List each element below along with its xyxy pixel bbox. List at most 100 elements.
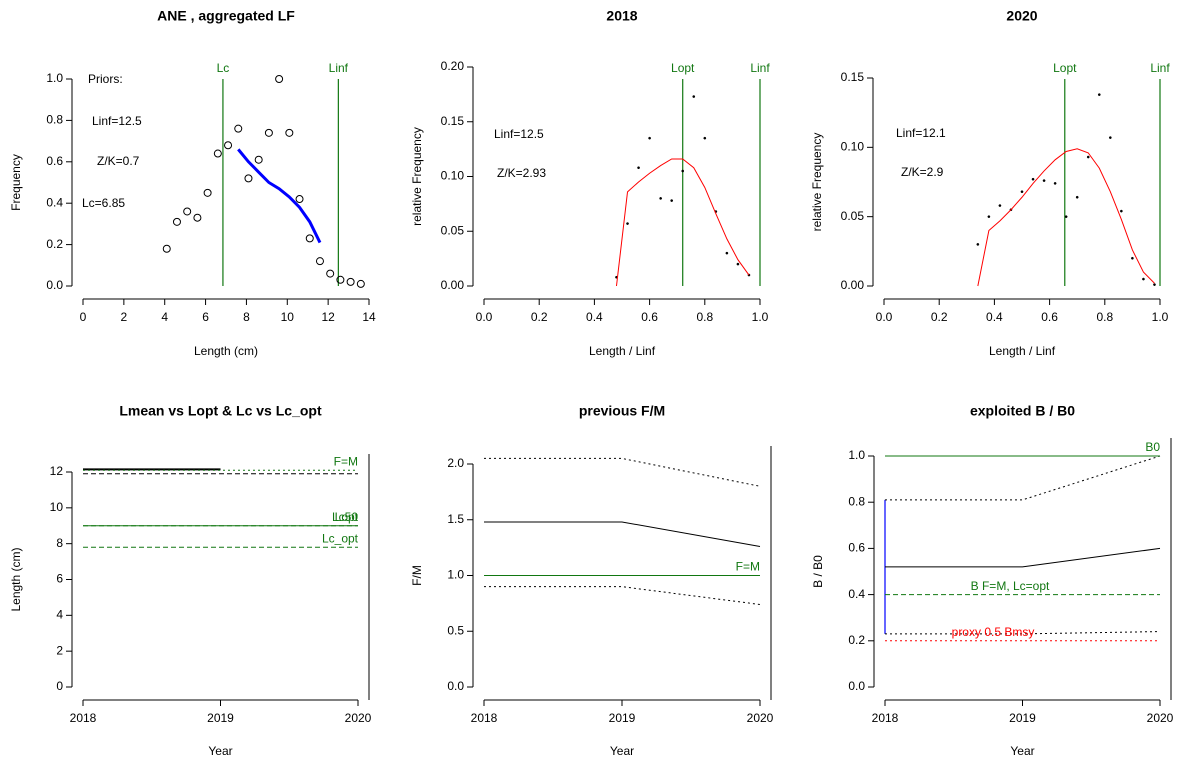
y-tick-label: 12 [50, 464, 64, 478]
x-tick-label: 14 [362, 310, 376, 324]
y-tick-label: 0.2 [46, 237, 63, 251]
x-tick-label: 2020 [747, 711, 774, 725]
x-tick-label: 2018 [70, 711, 97, 725]
y-tick-label: 0.8 [46, 113, 63, 127]
x-tick-label: 6 [202, 310, 209, 324]
series-line [885, 631, 1161, 635]
y-tick-label: 0.00 [841, 278, 865, 292]
y-tick-label: 1.5 [447, 512, 464, 526]
data-point [1120, 209, 1123, 213]
chart-title: previous F/M [579, 403, 665, 419]
data-point [224, 141, 233, 150]
data-point [1131, 256, 1134, 260]
series-line [237, 148, 322, 244]
x-tick-label: 2019 [1009, 711, 1036, 725]
x-tick-label: 0.4 [586, 310, 603, 324]
data-point [305, 234, 314, 243]
series-line [615, 158, 750, 287]
x-tick-label: 0.0 [876, 310, 893, 324]
y-tick-label: 0.5 [447, 623, 464, 637]
reference-label: Linf [329, 61, 349, 75]
series-line [484, 586, 761, 605]
x-tick-label: 1.0 [752, 310, 769, 324]
data-point [703, 136, 707, 140]
data-point [1075, 195, 1079, 199]
y-axis-label: F/M [410, 565, 424, 586]
x-tick-label: 2020 [345, 711, 372, 725]
y-tick-label: 2.0 [447, 456, 464, 470]
data-point [162, 244, 171, 253]
reference-label: Lc [217, 61, 230, 75]
y-axis-label: relative Frequency [810, 133, 824, 232]
y-tick-label: 0.15 [441, 114, 465, 128]
annotation: Priors: [88, 72, 123, 86]
data-point [670, 199, 674, 202]
series-line [484, 457, 761, 487]
x-axis-label: Length / Linf [989, 344, 1056, 358]
data-point [172, 217, 181, 226]
y-tick-label: 6 [56, 572, 63, 586]
line-label: Lc_opt [322, 531, 359, 545]
y-tick-label: 0.20 [441, 59, 465, 73]
y-tick-label: 10 [50, 500, 64, 514]
y-axis-label: Frequency [9, 154, 23, 211]
x-tick-label: 0.6 [1041, 310, 1058, 324]
y-tick-label: 1.0 [46, 71, 63, 85]
y-tick-label: 1.0 [848, 448, 865, 462]
y-tick-label: 0.0 [447, 679, 464, 693]
line-label: Lc50 [332, 510, 358, 524]
data-point [681, 169, 685, 173]
data-point [637, 166, 640, 170]
data-point [976, 243, 980, 246]
line-label: proxy 0.5 Bmsy [952, 625, 1035, 639]
y-tick-label: 0.4 [46, 195, 63, 209]
data-point [264, 128, 273, 137]
series-line [885, 547, 1161, 568]
data-point [193, 213, 202, 222]
line-label: B F=M, Lc=opt [971, 579, 1050, 593]
x-tick-label: 2019 [609, 711, 636, 725]
x-axis-label: Year [208, 744, 232, 758]
x-tick-label: 0.8 [696, 310, 713, 324]
data-point [254, 155, 263, 164]
data-point [998, 204, 1002, 207]
data-point [356, 279, 365, 288]
x-tick-label: 2 [121, 310, 128, 324]
data-point [626, 222, 629, 225]
x-tick-label: 12 [321, 310, 335, 324]
data-point [1153, 283, 1156, 286]
annotation: Linf=12.5 [92, 114, 142, 128]
x-tick-label: 4 [161, 310, 168, 324]
x-tick-label: 2018 [872, 711, 899, 725]
x-tick-label: 0.0 [476, 310, 493, 324]
data-point [234, 124, 243, 133]
y-axis-label: B / B0 [811, 555, 825, 588]
annotation: Linf=12.1 [896, 126, 946, 140]
data-point [736, 262, 740, 266]
y-tick-label: 0.00 [441, 278, 465, 292]
x-tick-label: 1.0 [1152, 310, 1169, 324]
y-tick-label: 0.6 [848, 541, 865, 555]
y-tick-label: 0 [56, 679, 63, 693]
line-label: F=M [736, 560, 760, 574]
data-point [336, 275, 345, 284]
x-tick-label: 2019 [207, 711, 234, 725]
y-tick-label: 0.6 [46, 154, 63, 168]
y-axis-label: Length (cm) [9, 547, 23, 611]
y-tick-label: 0.05 [841, 209, 865, 223]
x-tick-label: 0.8 [1096, 310, 1113, 324]
chart-title: Lmean vs Lopt & Lc vs Lc_opt [119, 403, 322, 419]
series-line [885, 455, 1161, 501]
data-point [1064, 215, 1068, 219]
chart-title: ANE , aggregated LF [157, 8, 295, 24]
y-tick-label: 0.10 [441, 169, 465, 183]
line-label: F=M [334, 454, 358, 468]
y-tick-label: 8 [56, 536, 63, 550]
data-point [648, 136, 651, 140]
data-point [1108, 136, 1112, 139]
chart-title: exploited B / B0 [970, 403, 1075, 419]
data-point [692, 95, 696, 98]
annotation: Z/K=2.93 [497, 166, 546, 180]
reference-label: Linf [1150, 61, 1170, 75]
